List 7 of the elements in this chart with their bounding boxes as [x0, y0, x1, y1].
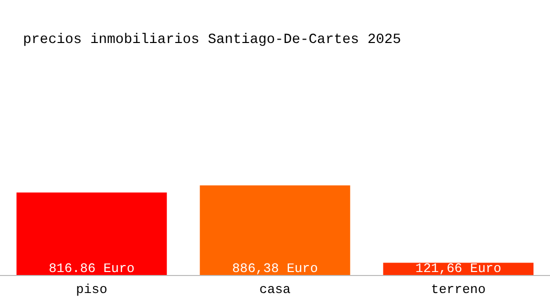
chart-title: precios inmobiliarios Santiago-De-Cartes 2025	[23, 32, 402, 48]
data-label: 121,66 Euro	[415, 261, 502, 276]
data-label: 816.86 Euro	[48, 261, 135, 276]
data-label: 886,38 Euro	[232, 261, 318, 276]
x-tick-label: piso	[76, 282, 108, 297]
x-tick-label: casa	[259, 282, 291, 297]
x-tick-label: terreno	[431, 282, 486, 297]
